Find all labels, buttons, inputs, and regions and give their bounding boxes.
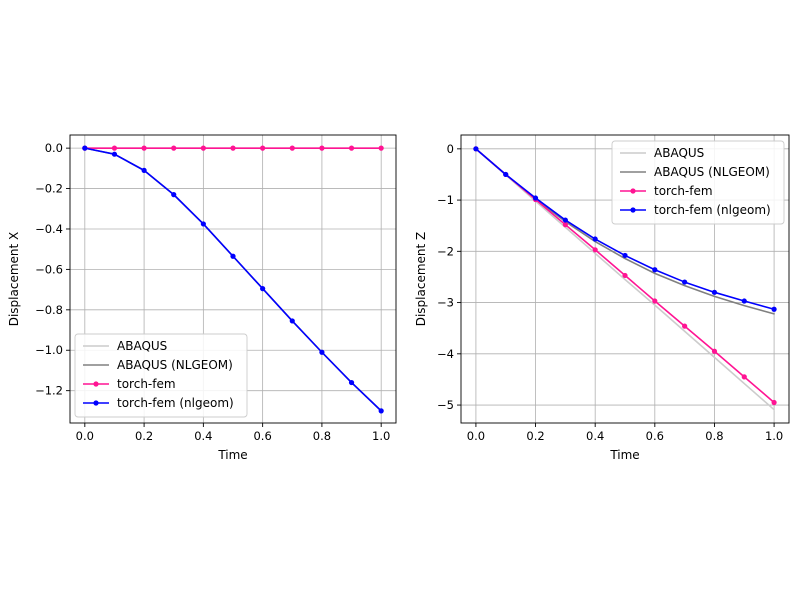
y-tick-label: 0 — [447, 142, 454, 156]
y-axis-label: Displacement X — [7, 232, 21, 327]
data-point — [111, 151, 118, 157]
data-point — [562, 222, 568, 228]
data-point — [741, 374, 747, 380]
y-tick-label: −5 — [437, 398, 454, 412]
data-point — [289, 145, 295, 151]
data-point — [82, 145, 88, 151]
data-point — [682, 279, 688, 285]
data-point — [348, 145, 355, 151]
chart-displacement-x: 0.0 0.2 0.4 0.6 0.8 1.0 0.0 −0.2 −0.4 −0.6 −0.8 −1.… — [7, 134, 397, 462]
data-point — [562, 217, 568, 223]
y-tick-label: 0.0 — [45, 141, 63, 155]
legend: ABAQUS ABAQUS (NLGEOM) torch-fem torch-fem … — [74, 333, 248, 418]
x-tick-label: 0.8 — [313, 429, 331, 443]
x-tick-label: 0.6 — [646, 429, 664, 443]
data-point — [622, 272, 628, 279]
legend-box — [74, 333, 248, 418]
x-axis-label: Time — [609, 448, 639, 462]
legend-label: ABAQUS — [117, 339, 167, 353]
legend-marker — [93, 400, 99, 406]
data-point — [111, 145, 118, 151]
x-tick-label: 0.4 — [194, 429, 212, 443]
data-point — [711, 289, 718, 295]
legend-label: ABAQUS (NLGEOM) — [654, 165, 770, 179]
data-point — [141, 145, 147, 151]
y-tick-label: −0.4 — [35, 222, 63, 236]
series-line-abaqus — [475, 148, 775, 411]
data-point — [592, 236, 598, 242]
data-point — [711, 348, 718, 354]
x-tick-label: 0.8 — [705, 429, 723, 443]
data-point — [592, 247, 598, 253]
x-tick-label: 0.6 — [253, 429, 271, 443]
data-point — [200, 221, 206, 227]
legend-label: torch-fem — [117, 377, 176, 391]
data-point — [682, 323, 688, 329]
y-tick-label: −0.8 — [35, 303, 63, 317]
data-point — [200, 145, 206, 151]
x-tick-label: 1.0 — [372, 429, 390, 443]
legend: ABAQUS ABAQUS (NLGEOM) torch-fem torch-fem … — [611, 140, 785, 225]
data-point — [289, 318, 295, 324]
x-tick-label: 0.2 — [135, 429, 153, 443]
data-point — [260, 145, 266, 151]
data-point — [378, 408, 384, 414]
legend-label: torch-fem (nlgeom) — [654, 203, 771, 217]
x-tick-label: 0.2 — [526, 429, 544, 443]
data-point — [652, 298, 658, 304]
data-point — [319, 145, 325, 151]
data-point — [503, 171, 509, 178]
x-tick-label: 0.0 — [467, 429, 485, 443]
data-point — [473, 146, 479, 152]
y-axis-label: Displacement Z — [414, 232, 428, 327]
legend-label: torch-fem (nlgeom) — [117, 396, 234, 410]
legend-marker — [630, 188, 636, 194]
data-point — [771, 399, 777, 406]
data-point — [319, 349, 325, 355]
data-point — [622, 252, 628, 259]
data-point — [141, 167, 147, 173]
data-point — [741, 298, 747, 304]
y-tick-label: −2 — [437, 244, 454, 258]
data-point — [260, 286, 266, 292]
legend-label: ABAQUS — [654, 146, 704, 160]
data-point — [171, 192, 177, 198]
data-point — [652, 267, 658, 273]
data-point — [230, 253, 236, 259]
data-point — [230, 145, 236, 151]
y-tick-label: −3 — [437, 296, 454, 310]
data-point — [771, 306, 777, 312]
x-axis-label: Time — [217, 448, 247, 462]
legend-marker — [93, 381, 99, 387]
legend-box — [611, 140, 785, 225]
y-tick-label: −1.0 — [35, 343, 63, 357]
x-tick-label: 1.0 — [765, 429, 783, 443]
y-tick-label: −4 — [437, 347, 454, 361]
y-tick-label: −1.2 — [35, 384, 63, 398]
chart-displacement-z: 0.0 0.2 0.4 0.6 0.8 1.0 0 −1 −2 −3 −4 −5 Time Displac… — [414, 134, 790, 462]
data-point — [171, 145, 177, 151]
x-tick-label: 0.4 — [586, 429, 604, 443]
data-point — [348, 379, 355, 386]
y-tick-label: −1 — [437, 193, 454, 207]
legend-label: ABAQUS (NLGEOM) — [117, 358, 233, 372]
x-tick-label: 0.0 — [76, 429, 94, 443]
y-tick-label: −0.2 — [35, 182, 63, 196]
legend-label: torch-fem — [654, 184, 713, 198]
y-tick-label: −0.6 — [35, 262, 63, 276]
data-point — [378, 145, 384, 151]
axes-frame — [460, 134, 790, 424]
legend-marker — [630, 207, 636, 213]
data-point — [532, 195, 539, 201]
axes-frame — [69, 134, 397, 424]
